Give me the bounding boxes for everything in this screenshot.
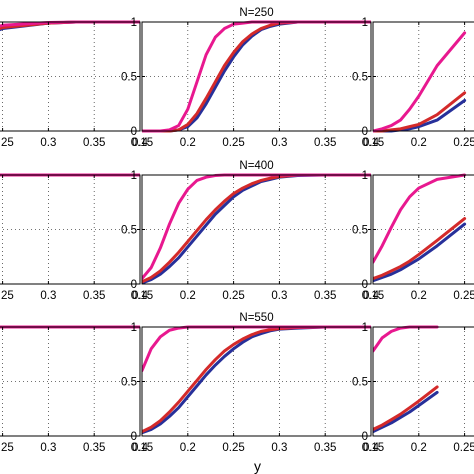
x-tick-label: 0.2 — [411, 442, 427, 454]
series-line-2 — [142, 325, 371, 434]
panel-top-center: 0.15 0.2 0.25 0.3 0.35 0.400.51N=250 — [121, 7, 380, 149]
x-tick-label: 0.25 — [453, 442, 474, 454]
series-line-1 — [373, 173, 467, 264]
x-tick-label: 0.35 — [83, 442, 105, 454]
panel-middle-right: 0.150.20.250.30.350.400.51 — [352, 170, 474, 302]
x-tick-label: 0.2 — [180, 290, 196, 302]
y-tick-label: 0.5 — [121, 225, 137, 237]
y-tick-label: 1 — [131, 17, 137, 29]
series-line-3 — [142, 20, 371, 133]
x-tick-label: 0.3 — [271, 137, 287, 149]
x-tick-label: 0.15 — [131, 137, 153, 149]
y-tick-label: 0 — [362, 279, 368, 291]
x-tick-label: 0.4 — [132, 290, 149, 302]
x-tick-label: 0.15 — [131, 442, 153, 454]
x-tick-label: 0.4 — [363, 442, 380, 454]
series-line-2 — [0, 20, 140, 30]
axes-frame — [372, 326, 474, 437]
y-tick-label: 0 — [362, 431, 368, 443]
x-tick-label: 0.35 — [314, 137, 336, 149]
x-tick-label: 0.3 — [40, 442, 56, 454]
y-tick-label: 1 — [362, 170, 368, 182]
y-tick-label: 0 — [131, 431, 137, 443]
x-tick-label: 0.25 — [222, 137, 244, 149]
x-tick-label: 0.25 — [222, 442, 244, 454]
panel-title: N=400 — [239, 160, 273, 172]
y-tick-label: 0.5 — [352, 72, 368, 84]
series-line-2 — [142, 173, 371, 284]
x-tick-label: 0.25 — [0, 442, 14, 454]
x-tick-label: 0.35 — [83, 290, 105, 302]
y-tick-label: 1 — [362, 17, 368, 29]
x-tick-label: 0.3 — [271, 442, 287, 454]
y-tick-label: 0 — [131, 279, 137, 291]
series-line-2 — [373, 385, 439, 431]
series-line-2 — [142, 20, 371, 133]
series-line-2 — [373, 217, 467, 281]
x-axis-label: y — [254, 458, 261, 474]
x-tick-label: 0.25 — [222, 290, 244, 302]
x-tick-label: 0.25 — [0, 290, 14, 302]
x-tick-label: 0.15 — [362, 137, 384, 149]
x-tick-label: 0.25 — [0, 137, 14, 149]
x-tick-label: 0.4 — [132, 442, 149, 454]
y-tick-label: 0.5 — [352, 225, 368, 237]
x-tick-label: 0.3 — [40, 290, 56, 302]
series-line-3 — [0, 20, 140, 32]
series-line-3 — [373, 222, 467, 283]
panel-middle-center: 0.15 0.2 0.25 0.3 0.35 0.400.51N=400 — [121, 160, 380, 302]
x-tick-label: 0.2 — [180, 137, 196, 149]
axes-frame — [141, 326, 372, 437]
y-tick-label: 1 — [362, 322, 368, 334]
x-tick-label: 0.35 — [314, 442, 336, 454]
series-line-1 — [142, 173, 371, 281]
panel-title: N=250 — [239, 7, 273, 19]
y-tick-label: 0 — [362, 126, 368, 138]
x-tick-label: 0.4 — [132, 137, 149, 149]
series-line-3 — [142, 173, 371, 285]
y-tick-label: 1 — [131, 322, 137, 334]
series-line-1 — [373, 325, 439, 353]
x-tick-label: 0.25 — [453, 137, 474, 149]
x-tick-label: 0.35 — [83, 137, 105, 149]
y-tick-label: 0.5 — [121, 377, 137, 389]
series-line-1 — [373, 31, 467, 133]
y-tick-label: 0 — [131, 126, 137, 138]
x-tick-label: 0.15 — [362, 442, 384, 454]
x-tick-label: 0.15 — [131, 290, 153, 302]
series-line-1 — [142, 20, 371, 133]
x-tick-label: 0.15 — [362, 290, 384, 302]
x-tick-label: 0.2 — [411, 137, 427, 149]
panel-top-right: 0.150.20.250.30.350.400.51 — [352, 17, 474, 149]
axes-frame — [141, 21, 372, 132]
axes-frame — [141, 174, 372, 285]
x-tick-label: 0.25 — [453, 290, 474, 302]
y-tick-label: 1 — [131, 170, 137, 182]
series-line-3 — [373, 390, 439, 434]
x-tick-label: 0.4 — [363, 137, 380, 149]
series-line-1 — [0, 20, 140, 28]
y-tick-label: 0.5 — [121, 72, 137, 84]
x-tick-label: 0.4 — [363, 290, 380, 302]
series-line-3 — [142, 325, 371, 435]
y-tick-label: 0.5 — [352, 377, 368, 389]
x-tick-label: 0.3 — [271, 290, 287, 302]
x-tick-label: 0.2 — [180, 442, 196, 454]
x-tick-label: 0.35 — [314, 290, 336, 302]
panel-top-left: 0.150.20.250.30.350.400.51 — [0, 20, 149, 149]
panel-bottom-right: 0.150.20.250.30.350.400.51 — [352, 322, 474, 454]
panel-bottom-left: 0.150.20.250.30.350.400.51 — [0, 325, 149, 454]
x-tick-label: 0.3 — [40, 137, 56, 149]
x-tick-label: 0.2 — [411, 290, 427, 302]
panel-middle-left: 0.150.20.250.30.350.400.51 — [0, 173, 149, 302]
panel-title: N=550 — [239, 312, 273, 324]
